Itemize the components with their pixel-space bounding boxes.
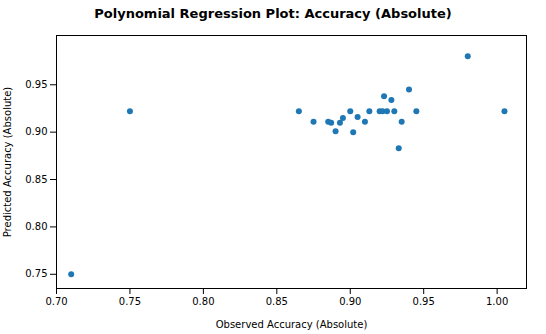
svg-text:0.90: 0.90	[25, 126, 47, 137]
svg-text:Predicted Accuracy (Absolute): Predicted Accuracy (Absolute)	[2, 87, 13, 238]
svg-text:0.85: 0.85	[266, 296, 288, 307]
svg-text:0.85: 0.85	[25, 174, 47, 185]
svg-text:0.80: 0.80	[25, 221, 47, 232]
svg-text:0.80: 0.80	[192, 296, 214, 307]
svg-text:Observed Accuracy (Absolute): Observed Accuracy (Absolute)	[216, 319, 368, 330]
svg-text:0.95: 0.95	[25, 79, 47, 90]
svg-text:1.00: 1.00	[486, 296, 508, 307]
svg-text:0.75: 0.75	[119, 296, 141, 307]
svg-text:0.90: 0.90	[339, 296, 361, 307]
svg-text:0.75: 0.75	[25, 268, 47, 279]
html-text:Polynomial Regression Plot: Ac: Polynomial Regression Plot: Accuracy (Ab…	[94, 6, 452, 21]
svg-text:0.70: 0.70	[45, 296, 67, 307]
svg-text:0.95: 0.95	[413, 296, 435, 307]
